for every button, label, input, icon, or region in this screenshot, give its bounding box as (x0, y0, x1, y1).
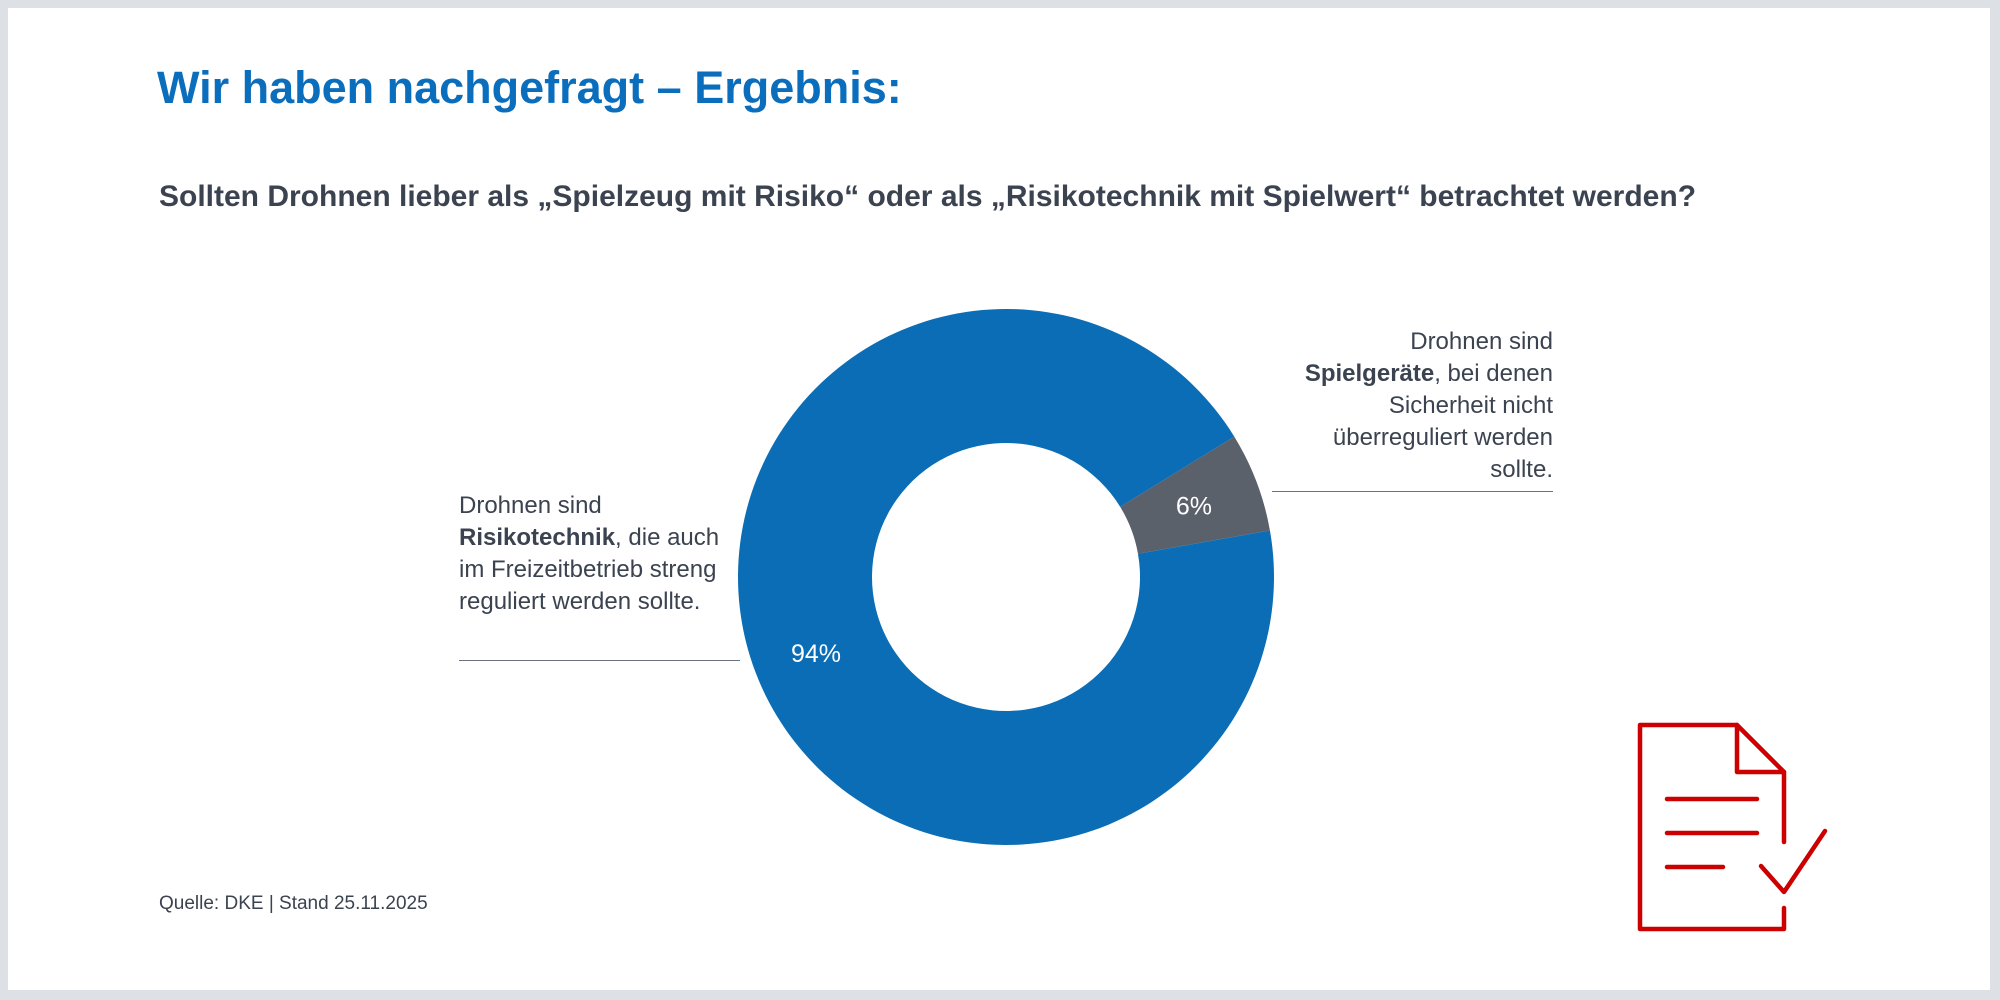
annotation-bold: Risikotechnik (459, 524, 616, 551)
annotation-spielgeraete: Drohnen sind Spielgeräte, bei denen Sich… (1275, 326, 1553, 486)
data-label-risikotechnik: 94% (791, 640, 841, 668)
survey-question: Sollten Drohnen lieber als „Spielzeug mi… (159, 180, 1697, 213)
annotation-rule-right (1272, 491, 1553, 492)
annotation-bold: Spielgeräte (1304, 360, 1435, 387)
annotation-risikotechnik: Drohnen sind Risikotechnik, die auch im … (459, 490, 749, 618)
source-note: Quelle: DKE | Stand 25.11.2025 (159, 893, 428, 914)
donut-slice-spielgeräte (1120, 436, 1270, 554)
data-label-spielgeräte: 6% (1176, 493, 1212, 521)
page-title: Wir haben nachgefragt – Ergebnis: (157, 62, 902, 113)
annotation-rule-left (459, 660, 740, 661)
annotation-pre: Drohnen sind (459, 492, 602, 519)
donut-slice-risikotechnik (737, 308, 1274, 845)
annotation-post: , die auch im Freizeitbetrieb streng reg… (459, 524, 720, 615)
annotation-post: , bei denen Sicherheit nicht überregulie… (1332, 360, 1553, 483)
annotation-pre: Drohnen sind (1410, 328, 1553, 355)
